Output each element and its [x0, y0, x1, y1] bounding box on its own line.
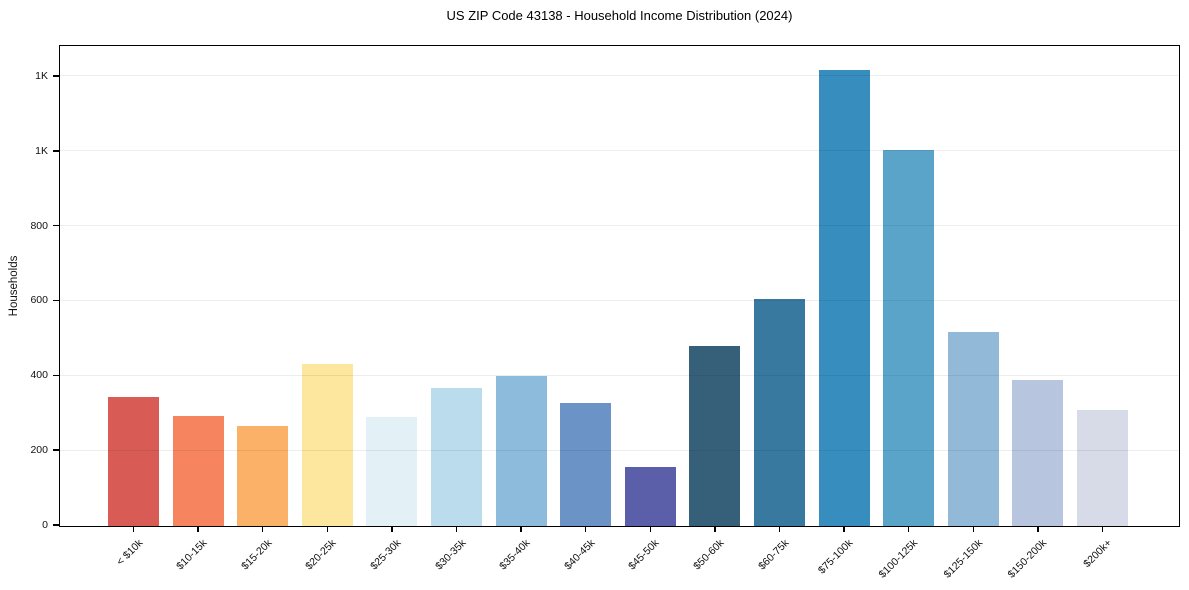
x-axis-tick	[584, 526, 587, 532]
bar-100-125k	[883, 149, 935, 526]
x-axis-tick	[649, 526, 652, 532]
bar-20-25k	[301, 363, 353, 526]
x-tick-label: $125-150k	[941, 537, 985, 581]
y-axis-tick	[52, 224, 59, 227]
y-tick-label: 400	[30, 369, 48, 382]
bar-10-15k	[172, 416, 224, 526]
x-axis-tick	[843, 526, 845, 532]
x-tick-label: $10-15k	[174, 537, 210, 573]
x-axis-tick	[455, 526, 458, 532]
x-tick-label: < $10k	[113, 537, 145, 568]
x-axis-tick	[907, 526, 910, 532]
x-axis-tick	[1101, 526, 1104, 532]
bar-15-20k	[237, 425, 289, 526]
gridline	[60, 225, 1179, 227]
x-axis-tick	[391, 526, 393, 532]
x-axis-tick	[520, 526, 522, 532]
y-tick-label: 200	[30, 444, 48, 457]
y-axis-tick	[52, 75, 59, 77]
x-tick-label: $20-25k	[303, 537, 339, 573]
bar-125-150k	[947, 332, 999, 526]
x-axis-tick	[326, 526, 329, 532]
x-tick-label: $15-20k	[238, 537, 275, 573]
chart-title: US ZIP Code 43138 - Household Income Dis…	[446, 8, 793, 23]
y-tick-label: 0	[42, 519, 48, 531]
bar-200k	[1077, 410, 1128, 526]
x-tick-label: $35-40k	[497, 537, 533, 573]
y-tick-label: 600	[30, 294, 48, 307]
x-axis-tick	[197, 526, 199, 532]
gridline	[60, 150, 1179, 152]
y-axis-tick	[52, 150, 59, 152]
y-tick-label: 1K	[35, 69, 48, 82]
y-axis-tick	[52, 299, 59, 302]
x-axis-tick	[132, 526, 135, 532]
y-axis-tick	[52, 524, 59, 526]
y-tick-label: 800	[30, 219, 48, 232]
gridline	[60, 374, 1179, 376]
y-axis-tick	[52, 374, 59, 377]
bar-25-30k	[366, 416, 418, 526]
x-tick-label: $30-35k	[432, 537, 468, 573]
x-tick-label: $50-60k	[691, 537, 727, 573]
plot-area: 0 200 400 600 800 1K 1K < $10k $10-15k $15-20k $20…	[30, 45, 1180, 581]
x-tick-label: $60-75k	[755, 537, 791, 573]
gridline	[60, 449, 1179, 451]
x-tick-label: $75-100k	[816, 537, 856, 577]
x-tick-label: $100-125k	[876, 537, 921, 581]
bar-45-50k	[624, 466, 676, 526]
gridline	[60, 299, 1179, 301]
x-tick-label: $25-30k	[368, 537, 404, 573]
bar-10k	[108, 396, 159, 526]
x-axis-tick	[1037, 526, 1039, 532]
x-axis-tick	[972, 526, 975, 532]
bar-50-60k	[689, 346, 741, 526]
bar-75-100k	[818, 70, 870, 526]
bar-60-75k	[754, 299, 805, 526]
bar-150-200k	[1012, 380, 1064, 526]
bar-30-35k	[431, 387, 482, 526]
x-tick-label: $200k+	[1080, 537, 1114, 571]
x-axis-tick	[261, 526, 264, 532]
y-tick-label: 1K	[35, 144, 48, 157]
y-axis-label: Households	[8, 255, 20, 317]
x-tick-label: $45-50k	[626, 537, 662, 573]
x-axis-tick	[778, 526, 781, 532]
x-tick-label: $40-45k	[561, 537, 598, 573]
gridline	[60, 75, 1179, 77]
y-axis-tick	[52, 449, 59, 451]
x-axis-tick	[714, 526, 716, 532]
x-tick-label: $150-200k	[1005, 537, 1050, 581]
bar-35-40k	[495, 375, 547, 526]
bar-40-45k	[560, 402, 612, 526]
